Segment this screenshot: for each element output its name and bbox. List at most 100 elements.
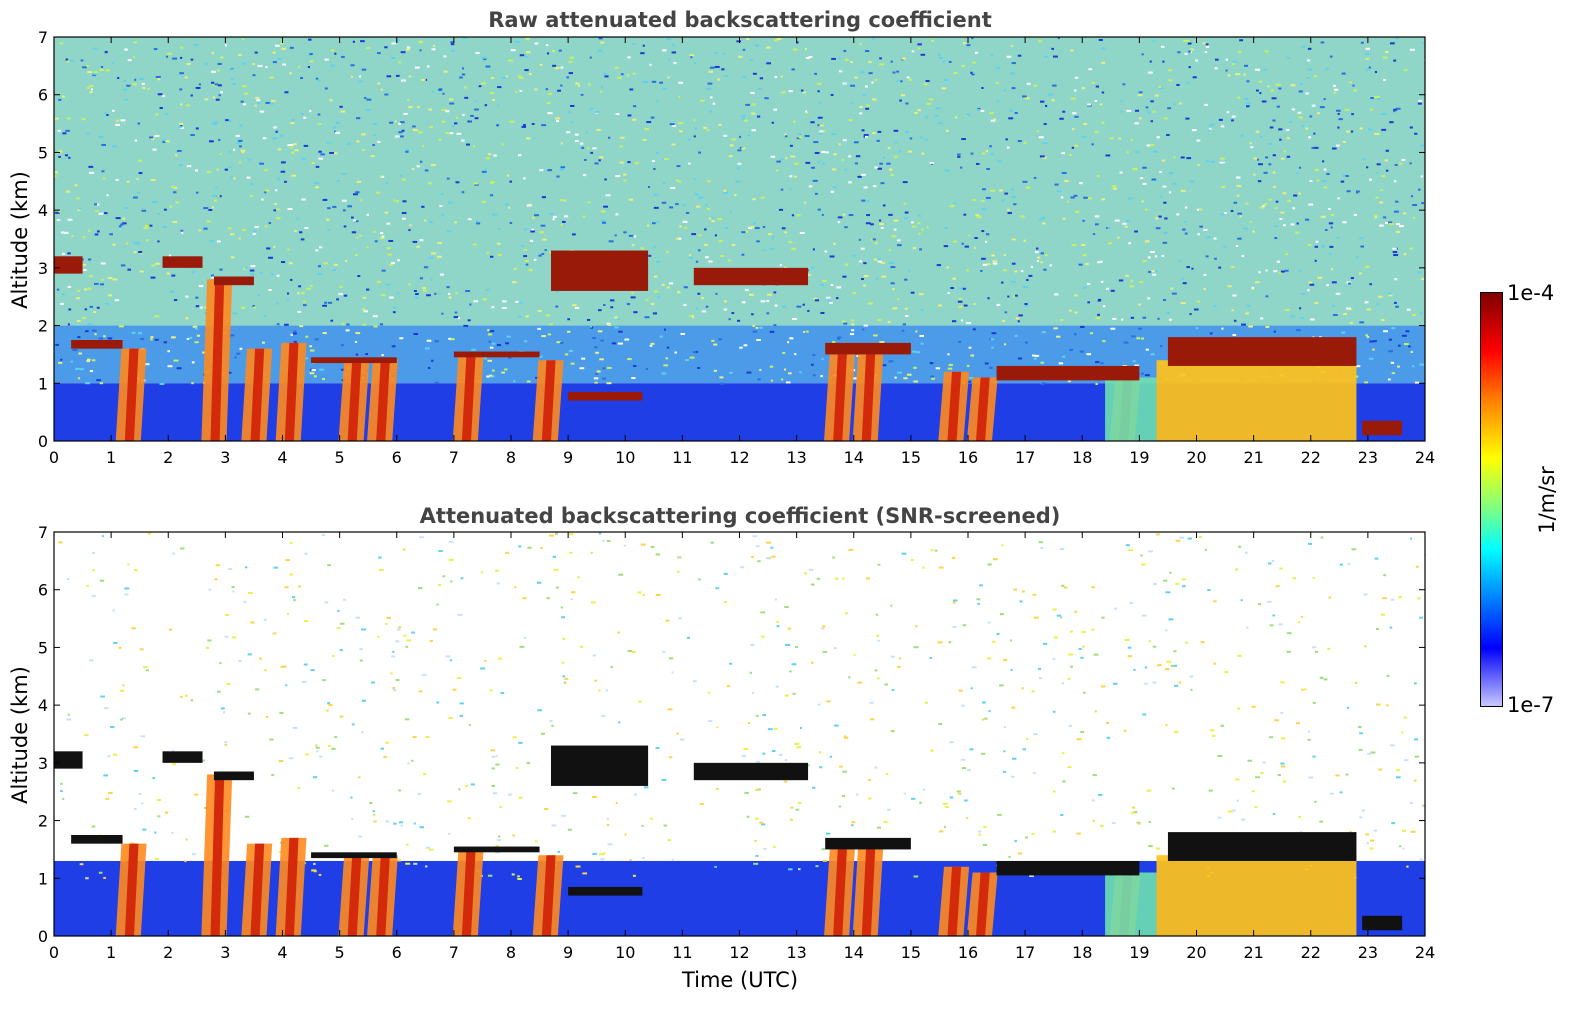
top-noise-speck bbox=[1346, 130, 1351, 133]
top-noise-speck bbox=[1272, 171, 1276, 174]
top-noise-speck bbox=[1275, 83, 1281, 86]
top-noise-speck bbox=[937, 53, 941, 56]
bottom-noise-speck bbox=[868, 779, 872, 782]
top-noise-speck bbox=[1370, 97, 1374, 100]
top-noise-speck bbox=[225, 119, 229, 122]
bottom-precip-core bbox=[376, 855, 390, 936]
top-noise-speck bbox=[242, 38, 245, 41]
top-noise-speck bbox=[513, 268, 517, 271]
top-precip-core bbox=[861, 348, 876, 441]
top-noise-speck bbox=[279, 134, 284, 137]
top-noise-speck bbox=[728, 155, 733, 158]
top-noise-speck bbox=[419, 49, 422, 52]
top-noise-speck bbox=[653, 193, 659, 196]
bottom-noise-speck bbox=[517, 877, 522, 880]
bottom-noise-speck bbox=[1380, 613, 1385, 616]
bottom-noise-speck bbox=[103, 876, 106, 879]
top-noise-speck bbox=[1420, 175, 1423, 178]
bottom-noise-speck bbox=[92, 552, 96, 555]
top-noise-speck bbox=[902, 323, 906, 326]
top-noise-speck bbox=[1252, 230, 1255, 233]
top-noise-speck bbox=[997, 160, 1002, 163]
bottom-noise-speck bbox=[124, 587, 130, 590]
top-noise-speck bbox=[678, 95, 681, 98]
bottom-noise-speck bbox=[1237, 654, 1242, 657]
top-noise-speck bbox=[1128, 242, 1132, 245]
top-noise-speck bbox=[1079, 182, 1083, 185]
top-noise-speck bbox=[325, 218, 330, 221]
top-noise-speck bbox=[817, 208, 821, 211]
top-noise-speck bbox=[1258, 80, 1262, 83]
bottom-noise-speck bbox=[1417, 597, 1421, 600]
top-noise-speck bbox=[794, 162, 799, 165]
top-noise-speck bbox=[598, 49, 602, 52]
top-noise-speck bbox=[567, 318, 571, 321]
bottom-noise-speck bbox=[749, 671, 753, 674]
top-noise-speck bbox=[77, 377, 81, 380]
bottom-noise-speck bbox=[1174, 730, 1179, 733]
top-noise-speck bbox=[780, 75, 783, 78]
top-noise-speck bbox=[1253, 173, 1256, 176]
top-noise-speck bbox=[1374, 71, 1377, 74]
top-noise-speck bbox=[1341, 72, 1346, 75]
bottom-noise-speck bbox=[405, 645, 409, 648]
bottom-noise-speck bbox=[1083, 691, 1086, 694]
top-noise-speck bbox=[163, 208, 167, 211]
top-y-tick-label: 2 bbox=[38, 317, 48, 336]
top-noise-speck bbox=[236, 352, 241, 355]
top-noise-speck bbox=[1241, 254, 1245, 257]
top-noise-speck bbox=[848, 181, 852, 184]
top-noise-speck bbox=[963, 213, 967, 216]
top-noise-speck bbox=[1359, 272, 1362, 275]
bottom-noise-speck bbox=[1141, 563, 1146, 566]
top-noise-speck bbox=[173, 359, 179, 362]
top-noise-speck bbox=[1213, 237, 1217, 240]
bottom-noise-speck bbox=[1361, 809, 1366, 812]
top-noise-speck bbox=[863, 134, 869, 137]
top-noise-speck bbox=[743, 344, 748, 347]
bottom-noise-speck bbox=[971, 666, 977, 669]
top-noise-speck bbox=[184, 76, 188, 79]
bottom-noise-speck bbox=[113, 642, 118, 645]
bottom-noise-speck bbox=[1376, 703, 1381, 706]
top-noise-speck bbox=[264, 189, 270, 192]
bottom-noise-speck bbox=[84, 734, 89, 737]
top-noise-speck bbox=[623, 179, 627, 182]
top-noise-speck bbox=[915, 351, 920, 354]
top-noise-speck bbox=[1159, 345, 1163, 348]
top-noise-speck bbox=[542, 238, 547, 241]
top-noise-speck bbox=[1275, 200, 1279, 203]
top-x-tick-label: 13 bbox=[786, 448, 806, 467]
bottom-noise-speck bbox=[1174, 684, 1179, 687]
top-noise-speck bbox=[176, 149, 182, 152]
bottom-noise-speck bbox=[1078, 648, 1082, 651]
bottom-noise-speck bbox=[269, 738, 274, 741]
bottom-noise-speck bbox=[499, 806, 502, 809]
top-noise-speck bbox=[564, 215, 569, 218]
top-noise-speck bbox=[120, 223, 124, 226]
top-noise-speck bbox=[789, 187, 792, 190]
bottom-noise-speck bbox=[843, 736, 849, 739]
top-noise-speck bbox=[633, 235, 637, 238]
top-noise-speck bbox=[1036, 259, 1039, 262]
bottom-noise-speck bbox=[492, 792, 498, 795]
top-noise-speck bbox=[1089, 332, 1094, 335]
top-noise-speck bbox=[105, 302, 109, 305]
top-noise-speck bbox=[999, 189, 1003, 192]
top-noise-speck bbox=[642, 44, 645, 47]
top-noise-speck bbox=[484, 168, 487, 171]
bottom-noise-speck bbox=[1031, 690, 1035, 693]
top-noise-speck bbox=[287, 144, 290, 147]
top-noise-speck bbox=[1094, 223, 1099, 226]
top-noise-speck bbox=[989, 112, 995, 115]
top-noise-speck bbox=[1210, 123, 1216, 126]
top-noise-speck bbox=[303, 144, 309, 147]
top-noise-speck bbox=[1394, 163, 1398, 166]
top-noise-speck bbox=[1154, 94, 1159, 97]
top-noise-speck bbox=[1042, 156, 1047, 159]
top-noise-speck bbox=[1262, 205, 1265, 208]
top-noise-speck bbox=[424, 347, 430, 350]
bottom-noise-speck bbox=[418, 587, 423, 590]
top-noise-speck bbox=[488, 340, 491, 343]
top-noise-speck bbox=[865, 222, 871, 225]
